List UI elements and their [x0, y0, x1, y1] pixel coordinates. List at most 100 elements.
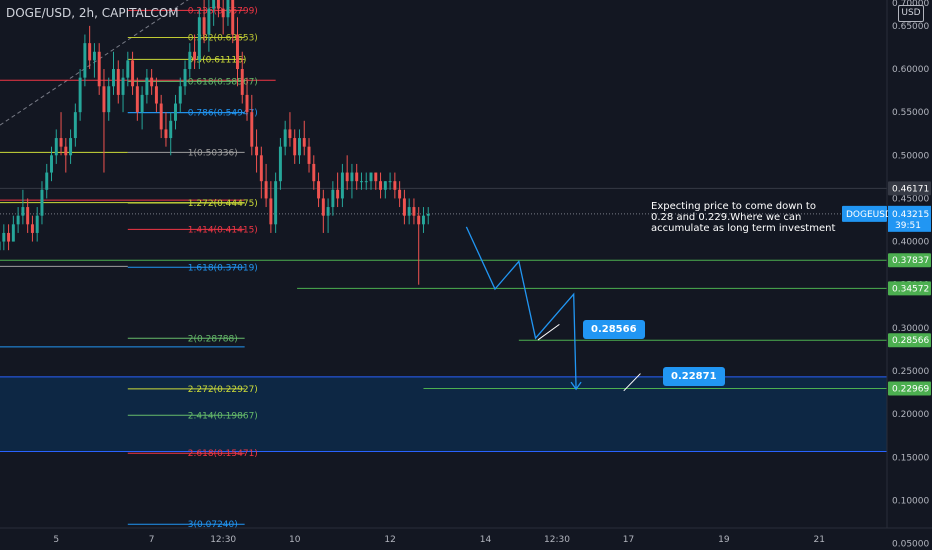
candle-13 — [59, 138, 63, 147]
candle-72 — [340, 172, 344, 199]
candle-10 — [45, 172, 49, 190]
price-badge-label-3: 0.28566 — [892, 336, 929, 346]
candle-71 — [336, 189, 340, 199]
currency-badge[interactable]: USD — [898, 5, 924, 22]
candle-56 — [264, 181, 268, 199]
price-badge-0 — [888, 181, 931, 196]
candle-25 — [116, 69, 120, 95]
callout-pointer-1 — [623, 373, 641, 392]
candle-45 — [212, 0, 216, 9]
trend-line-dashed — [0, 0, 189, 126]
candle-27 — [126, 60, 130, 78]
price-tick-10: 0.15000 — [892, 453, 929, 463]
candle-89 — [421, 215, 425, 225]
time-tick-8: 19 — [718, 535, 730, 545]
price-tick-7: 0.30000 — [892, 324, 929, 334]
candle-26 — [121, 77, 125, 95]
current-price-value: 0.43215 — [892, 210, 929, 220]
target-callout-1[interactable]: 0.28566 — [583, 320, 645, 339]
symbol-title: DOGE/USD, 2h, CAPITALCOM — [6, 6, 179, 20]
price-tick-3: 0.50000 — [892, 151, 929, 161]
candle-47 — [221, 8, 225, 18]
candle-38 — [178, 86, 182, 104]
price-badge-1 — [888, 253, 931, 268]
candle-44 — [207, 8, 211, 35]
candle-75 — [355, 172, 359, 182]
candle-11 — [50, 155, 53, 173]
time-tick-0: 5 — [53, 535, 59, 545]
time-tick-3: 10 — [289, 535, 301, 545]
candle-48 — [226, 0, 230, 18]
candle-64 — [302, 138, 306, 147]
time-tick-4: 12 — [384, 535, 395, 545]
fib-label-1: 0.382(0.63653) — [188, 34, 258, 44]
candle-87 — [412, 207, 416, 216]
candle-76 — [359, 181, 363, 183]
price-tick-4: 0.45000 — [892, 194, 929, 204]
target-callout-2[interactable]: 0.22871 — [663, 367, 725, 386]
candle-74 — [350, 172, 354, 182]
candle-67 — [317, 181, 321, 199]
time-tick-6: 12:30 — [544, 535, 570, 545]
candle-33 — [154, 86, 158, 104]
candle-32 — [150, 77, 154, 87]
candle-21 — [97, 51, 101, 87]
price-badge-4 — [888, 381, 931, 396]
price-tick-5: 0.40000 — [892, 238, 929, 248]
candle-61 — [288, 129, 292, 139]
candle-16 — [73, 112, 77, 139]
candle-1 — [2, 232, 6, 242]
candle-9 — [40, 189, 44, 216]
candle-68 — [321, 198, 325, 216]
candle-29 — [135, 86, 139, 113]
candle-55 — [259, 155, 263, 182]
candle-42 — [197, 17, 201, 61]
candle-60 — [283, 129, 287, 147]
candle-85 — [402, 198, 406, 216]
price-badge-label-4: 0.22969 — [892, 385, 929, 395]
candle-81 — [383, 181, 387, 190]
candle-18 — [83, 43, 87, 78]
price-tick-11: 0.10000 — [892, 496, 929, 506]
fib-label-12: 2.618(0.15471) — [188, 449, 258, 459]
fib-label-9: 2(0.28788) — [188, 334, 238, 344]
candle-15 — [69, 138, 73, 156]
candle-41 — [193, 51, 197, 61]
candle-88 — [417, 215, 421, 225]
candle-77 — [364, 181, 368, 183]
candle-28 — [131, 60, 135, 87]
price-tick-2: 0.55000 — [892, 108, 929, 118]
candle-65 — [307, 146, 311, 164]
price-axis — [887, 0, 932, 550]
candle-73 — [345, 172, 349, 182]
candle-8 — [35, 215, 39, 233]
projection-path — [465, 226, 577, 390]
candle-79 — [374, 172, 378, 182]
price-tick-top: 0.70000 — [892, 0, 929, 9]
projection-arrowhead — [570, 381, 582, 391]
candle-5 — [21, 207, 25, 216]
symbol-badge-label: DOGEUSD — [846, 210, 892, 220]
candle-57 — [269, 198, 273, 225]
candle-12 — [54, 138, 58, 156]
time-tick-1: 7 — [149, 535, 155, 545]
candle-0 — [0, 241, 1, 251]
candle-90 — [426, 213, 430, 216]
candle-78 — [369, 172, 373, 182]
time-tick-9: 21 — [814, 535, 825, 545]
candle-43 — [202, 17, 206, 35]
fib-label-10: 2.272(0.22927) — [188, 385, 258, 395]
price-badge-label-0: 0.46171 — [892, 184, 929, 194]
candle-36 — [169, 120, 173, 139]
price-tick-9: 0.20000 — [892, 410, 929, 420]
fib-label-13: 3(0.07240) — [188, 520, 238, 530]
candle-59 — [278, 146, 282, 182]
candle-7 — [30, 224, 34, 233]
candle-51 — [240, 69, 244, 95]
candle-54 — [255, 146, 259, 156]
candle-31 — [145, 77, 149, 95]
candle-3 — [11, 224, 15, 242]
candle-50 — [236, 34, 239, 70]
